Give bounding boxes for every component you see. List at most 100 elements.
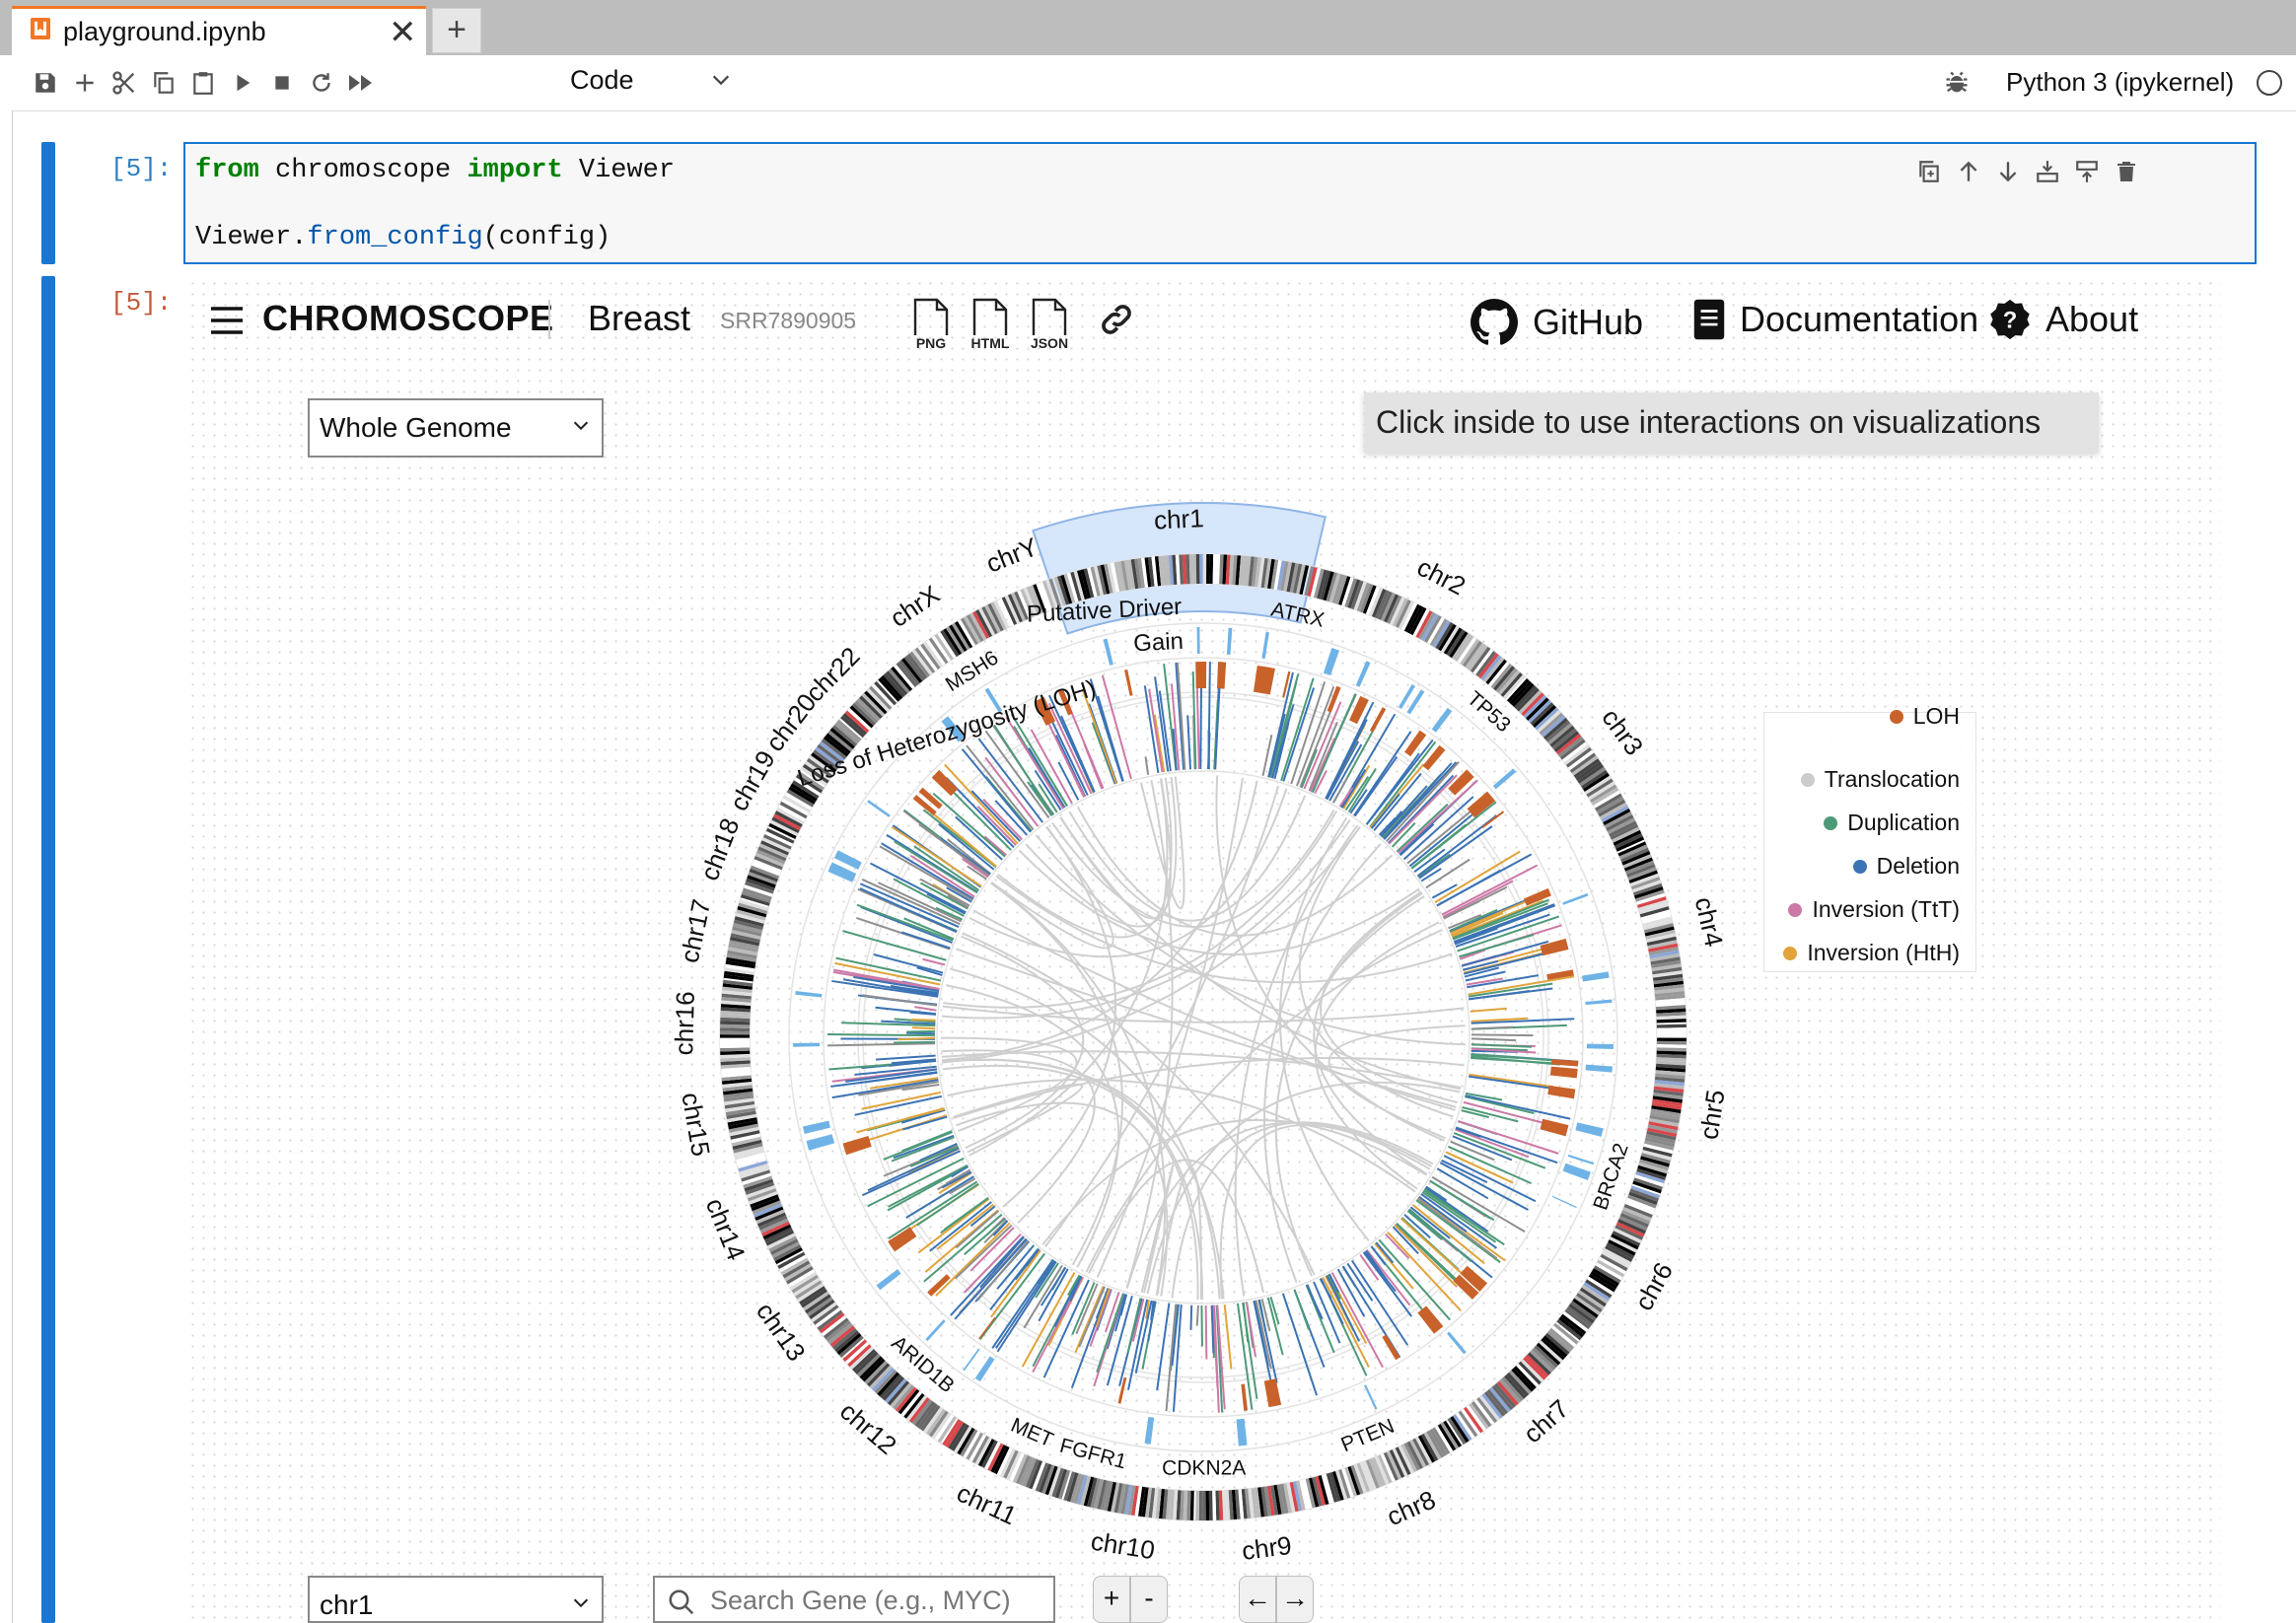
sv-line — [900, 931, 951, 950]
sv-line — [1461, 940, 1549, 967]
sv-line — [1463, 959, 1499, 971]
paste-icon[interactable] — [183, 63, 223, 103]
restart-icon[interactable] — [302, 63, 341, 103]
about-link[interactable]: ? About — [1988, 298, 2138, 341]
ideogram-band — [1228, 554, 1235, 585]
sv-line — [1470, 1007, 1507, 1013]
delete-icon[interactable] — [2109, 154, 2144, 189]
save-icon[interactable] — [26, 63, 65, 103]
sv-line — [940, 1196, 989, 1235]
run-all-icon[interactable] — [341, 63, 381, 103]
duplicate-cell-icon[interactable] — [1911, 154, 1947, 189]
ideogram-band — [920, 1404, 941, 1432]
notebook-tab[interactable]: playground.ipynb ✕ — [12, 6, 426, 55]
sv-line — [1385, 1233, 1410, 1259]
pan-left-button[interactable]: ← — [1239, 1576, 1276, 1623]
ideogram-band — [1579, 1287, 1607, 1307]
chromoscope-output[interactable]: CHROMOSCOPE Breast SRR7890905 PNG HTML J… — [187, 278, 2221, 1623]
ideogram-band — [746, 1185, 776, 1199]
menu-icon[interactable] — [209, 306, 245, 335]
sv-line — [831, 1079, 939, 1099]
sv-line — [860, 906, 953, 944]
add-cell-icon[interactable] — [65, 63, 105, 103]
translocation-chord — [1044, 785, 1279, 1247]
ideogram-band — [1186, 1490, 1191, 1520]
ideogram-band — [1470, 647, 1491, 673]
ideogram-band — [1235, 555, 1242, 586]
ideogram-band — [1513, 1366, 1537, 1390]
ideogram-band — [1607, 817, 1636, 834]
zoom-out-button[interactable]: - — [1130, 1576, 1168, 1623]
ideogram-band — [974, 1437, 992, 1465]
ideogram-band — [765, 827, 795, 844]
sv-line — [1447, 1145, 1533, 1185]
chromosome-select[interactable]: chr1 — [308, 1576, 604, 1623]
sv-line — [955, 815, 1003, 861]
notebook-icon — [31, 18, 50, 39]
kernel-name[interactable]: Python 3 (ipykernel) — [2006, 67, 2235, 97]
sv-line — [1189, 1305, 1193, 1330]
ideogram-band — [1605, 1245, 1633, 1262]
ideogram-band — [1613, 829, 1642, 846]
chromosome-select-value: chr1 — [320, 1589, 374, 1620]
ideogram-band — [878, 677, 900, 702]
sv-line — [903, 917, 955, 941]
ideogram-band — [1527, 1352, 1551, 1376]
input-collapser[interactable] — [41, 142, 55, 264]
run-icon[interactable] — [223, 63, 262, 103]
documentation-link[interactable]: Documentation — [1692, 298, 1978, 341]
ideogram-band — [1582, 772, 1610, 792]
chevron-down-icon[interactable] — [710, 69, 732, 91]
zoom-in-button[interactable]: + — [1093, 1576, 1130, 1623]
gene-search-input[interactable] — [710, 1584, 1045, 1617]
cell-type-select[interactable]: Code — [570, 65, 634, 95]
sv-line — [1245, 1302, 1257, 1358]
ideogram-band — [872, 1367, 896, 1392]
sv-line — [1280, 677, 1315, 782]
translocation-chord — [941, 780, 1258, 1062]
ideogram-band — [1141, 1487, 1149, 1517]
code-editor[interactable]: from chromoscope import Viewer Viewer.fr… — [183, 142, 2257, 264]
new-tab-button[interactable]: + — [432, 8, 481, 53]
sv-line — [1067, 1274, 1081, 1296]
translocation-chord — [943, 811, 1337, 1009]
ideogram-band — [1393, 598, 1408, 627]
copy-icon[interactable] — [144, 63, 183, 103]
sv-line — [1403, 1214, 1431, 1238]
move-up-icon[interactable] — [1951, 154, 1986, 189]
output-collapser[interactable] — [41, 276, 55, 1623]
github-link[interactable]: GitHub — [1470, 298, 1643, 347]
ideogram-band — [1116, 561, 1126, 592]
gain-segment — [963, 1348, 980, 1372]
ideogram-band — [1429, 618, 1448, 647]
ideogram-band — [1656, 1034, 1686, 1038]
export-html-button[interactable]: HTML — [969, 296, 1012, 351]
loh-segment — [1467, 791, 1496, 818]
insert-below-icon[interactable] — [2069, 154, 2105, 189]
stop-icon[interactable] — [262, 63, 302, 103]
sv-line — [1459, 949, 1486, 960]
tab-close-icon[interactable]: ✕ — [389, 14, 417, 51]
ideogram-band — [737, 905, 767, 918]
ideogram-band — [1251, 556, 1258, 587]
ideogram-band — [1606, 1242, 1634, 1259]
export-png-button[interactable]: PNG — [909, 296, 953, 351]
view-select[interactable]: Whole Genome — [308, 398, 604, 458]
pan-right-button[interactable]: → — [1276, 1576, 1314, 1623]
cut-icon[interactable] — [105, 63, 144, 103]
move-down-icon[interactable] — [1990, 154, 2026, 189]
ideogram-band — [1541, 715, 1566, 738]
translocation-chord — [1171, 1121, 1434, 1299]
circos-plot[interactable]: chr1 chr2 chr3 chr4 chr5 chr6 chr7 chr8 chr9 chr1… — [187, 278, 2221, 1623]
link-icon[interactable] — [1097, 300, 1136, 339]
bug-icon[interactable] — [1943, 69, 1971, 97]
sv-line — [900, 1108, 946, 1124]
export-json-button[interactable]: JSON — [1028, 296, 1071, 351]
sv-line — [919, 878, 970, 907]
ideogram-band — [1192, 554, 1197, 585]
loh-segment — [1263, 1378, 1282, 1408]
ideogram-band — [725, 1107, 756, 1116]
insert-above-icon[interactable] — [2030, 154, 2065, 189]
gene-search[interactable] — [653, 1576, 1055, 1623]
sv-line — [1424, 1186, 1489, 1233]
